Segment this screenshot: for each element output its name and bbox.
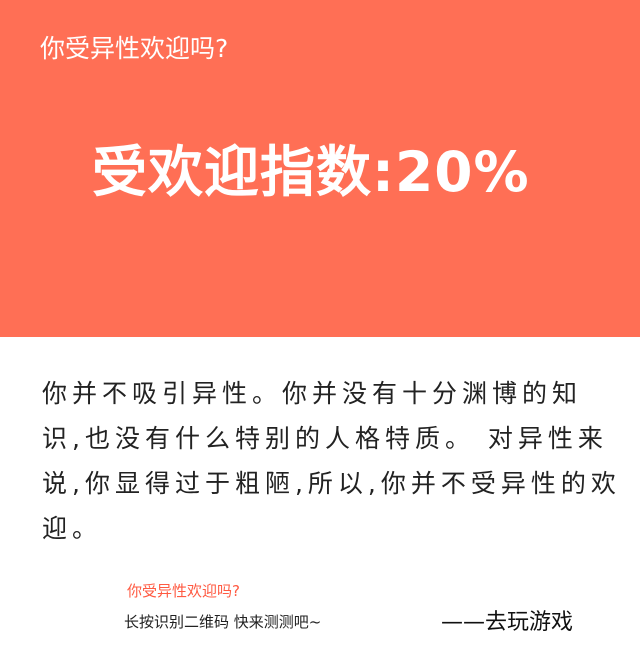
quiz-title: 你受异性欢迎吗? xyxy=(40,30,228,68)
result-description: 你并不吸引异性。你并没有十分渊博的知识,也没有什么特别的人格特质。 对异性来说,… xyxy=(42,371,622,551)
result-banner: 你受异性欢迎吗? 受欢迎指数:20% xyxy=(0,0,640,337)
footer-quiz-title: 你受异性欢迎吗? xyxy=(127,580,240,602)
popularity-score: 受欢迎指数:20% xyxy=(92,134,530,210)
play-game-link[interactable]: ——去玩游戏 xyxy=(441,608,573,638)
qr-code-instruction: 长按识别二维码 快来测测吧~ xyxy=(124,611,321,633)
